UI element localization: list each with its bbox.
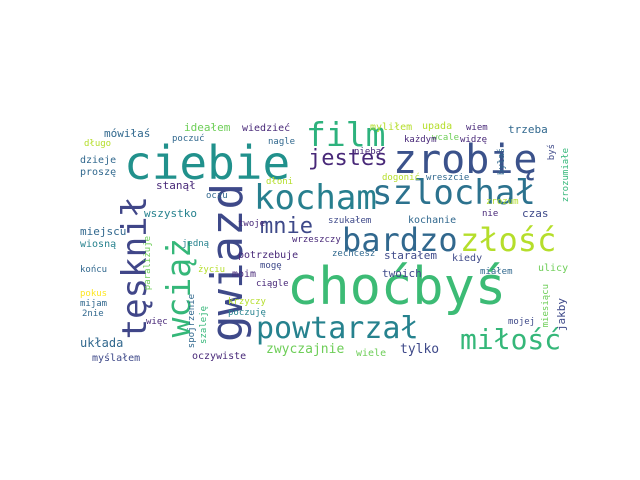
word-wiedziec: wiedzieć	[242, 123, 291, 134]
word-film: film	[306, 118, 386, 154]
word-idealem: ideałem	[184, 121, 231, 134]
word-wszystko: wszystko	[144, 207, 197, 220]
word-ciagle: ciągle	[256, 279, 289, 289]
word-tylko: tylko	[400, 342, 440, 357]
word-dzieje: dzieje	[80, 155, 117, 166]
word-oczywiste: oczywiste	[192, 351, 247, 362]
word-2nie: 2nie	[82, 309, 104, 319]
word-spojrzenie: spojrzenie	[187, 294, 197, 349]
word-stanal: stanął	[156, 179, 196, 192]
word-dlugo: długo	[84, 139, 112, 149]
word-cloud: choćbyś ciebie gwiazd zrobię film kocham…	[80, 118, 570, 363]
word-myslalem: myślałem	[92, 353, 141, 364]
word-nagle: nagle	[268, 137, 296, 147]
word-nie: nie	[482, 209, 499, 219]
word-moim: moim	[232, 269, 257, 280]
word-dogonic: dogonić	[382, 173, 420, 183]
word-trzeba: trzeba	[508, 123, 548, 136]
word-mylilem: myliłem	[370, 122, 413, 133]
word-kazdym: każdym	[404, 135, 437, 145]
word-potrzebuje: potrzebuje	[238, 250, 299, 261]
word-nieba: nieba	[354, 147, 382, 157]
word-kiedy: kiedy	[452, 253, 483, 264]
word-oczu: oczu	[206, 191, 228, 201]
word-zrozum: zrozum	[486, 197, 519, 207]
word-jedna: jedną	[182, 239, 210, 249]
word-zrozumiale: zrozumiałe	[561, 148, 570, 203]
word-mialem: miałem	[480, 267, 513, 277]
word-milosc: miłość	[460, 323, 562, 356]
word-gwiazd: gwiazd	[202, 183, 253, 342]
word-ciebie: ciebie	[124, 136, 291, 190]
word-mijam: mijam	[80, 299, 108, 309]
word-wcale: wcale	[432, 133, 460, 143]
word-zrobie: zrobię	[393, 137, 538, 183]
word-wiele: wiele	[356, 348, 387, 359]
word-paralizuje: paraliżuje	[143, 236, 153, 291]
word-jestes: jesteś	[308, 146, 388, 171]
word-bylas: byłaś	[497, 148, 507, 176]
word-czas: czas	[522, 207, 549, 220]
word-poczuje: poczuję	[228, 308, 266, 318]
word-wiem: wiem	[466, 123, 488, 133]
word-zyciu: życiu	[198, 265, 226, 275]
word-miesiacu: miesiącu	[541, 284, 551, 328]
word-upada: upada	[422, 121, 453, 132]
word-kocham: kocham	[254, 178, 377, 218]
word-dloni: dłoni	[266, 177, 294, 187]
word-szaleje: szaleję	[199, 306, 209, 344]
word-poczuc: poczuć	[172, 134, 205, 144]
word-chocbys: choćbyś	[287, 257, 507, 317]
word-bys: byś	[547, 144, 557, 161]
word-uklada: układa	[80, 336, 124, 350]
word-jakby: jakby	[555, 298, 568, 332]
word-twoich: twoich	[382, 267, 422, 280]
word-koncu: końcu	[80, 265, 108, 275]
word-staralem: starałem	[384, 249, 437, 262]
word-zechcesz: zechcesz	[332, 249, 376, 259]
word-ulicy: ulicy	[538, 263, 569, 274]
word-szlochal: szlochał	[372, 173, 536, 213]
word-wiec: więc	[146, 317, 168, 327]
word-zwyczajnie: zwyczajnie	[266, 342, 345, 357]
word-wiosna: wiosną	[80, 239, 117, 250]
word-zlosc: złość	[460, 221, 557, 259]
word-mowilas: mówiłaś	[104, 127, 151, 140]
word-szukalem: szukałem	[328, 216, 372, 226]
word-kochanie: kochanie	[408, 215, 457, 226]
word-prosze: proszę	[80, 167, 117, 178]
word-pokus: pokus	[80, 289, 108, 299]
word-mnie: mnie	[260, 214, 313, 239]
word-wrzeszczy: wrzeszczy	[292, 235, 341, 245]
word-powtarzal: powtarzał	[256, 311, 419, 346]
word-wreszcie: wreszcie	[426, 173, 470, 183]
word-mojej: mojej	[508, 317, 536, 327]
word-twoje: twoje	[238, 219, 266, 229]
word-moge: mogę	[260, 261, 282, 271]
word-miejscu: miejscu	[80, 225, 127, 238]
word-widze: widzę	[460, 135, 488, 145]
word-krzyczy: krzyczy	[228, 297, 266, 307]
word-bardzo: bardzo	[342, 221, 458, 259]
